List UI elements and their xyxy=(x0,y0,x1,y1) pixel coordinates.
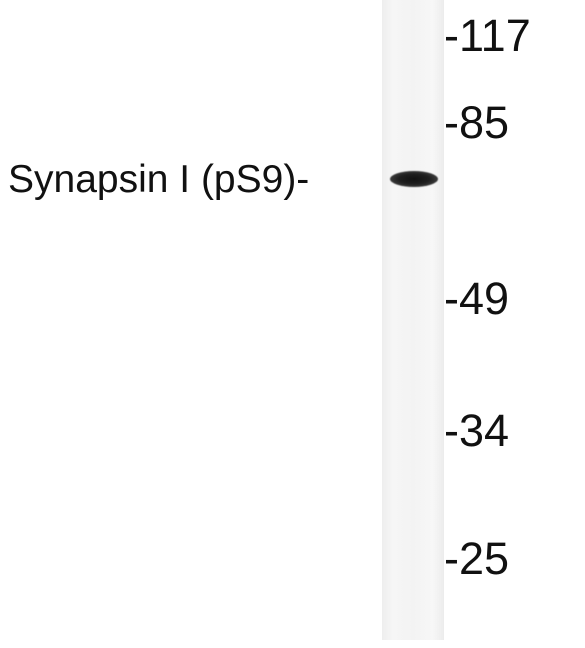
protein-band xyxy=(390,171,438,187)
band-label: Synapsin I (pS9)- xyxy=(8,158,310,201)
marker-34: -34 xyxy=(444,405,510,456)
marker-49: -49 xyxy=(444,273,510,324)
marker-25: -25 xyxy=(444,533,510,584)
marker-117: -117 xyxy=(444,10,531,61)
blot-lane xyxy=(382,0,444,640)
marker-85: -85 xyxy=(444,97,510,148)
